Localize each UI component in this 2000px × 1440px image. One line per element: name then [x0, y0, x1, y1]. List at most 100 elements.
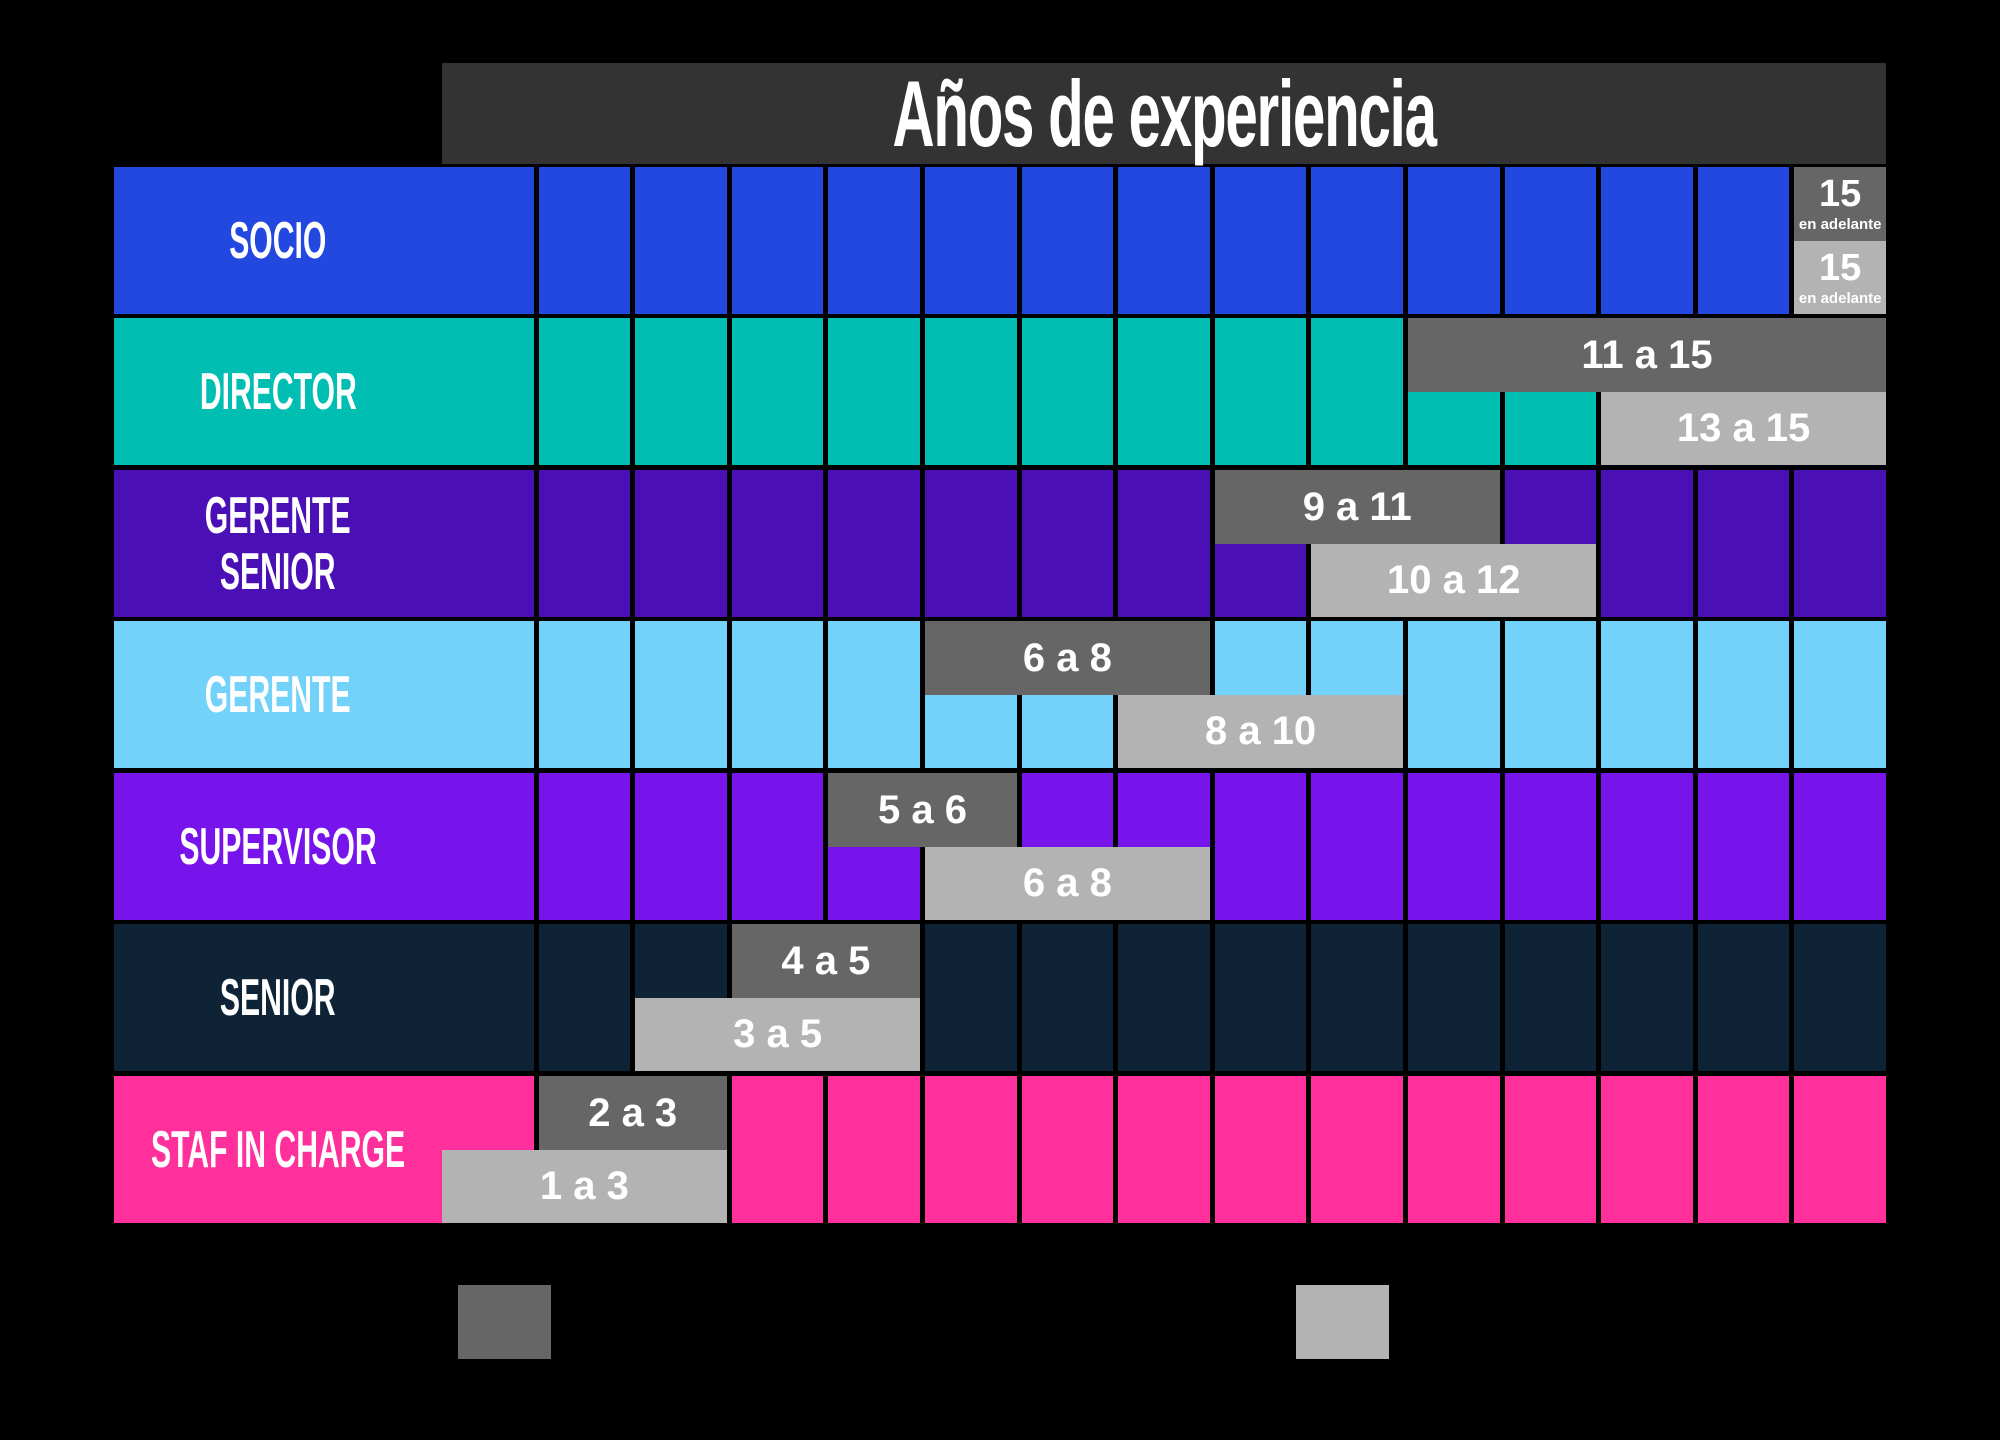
grid-line — [726, 773, 732, 920]
role-row: 11 a 15 13 a 15 DIRECTOR — [114, 318, 1886, 465]
grid-line — [533, 167, 539, 314]
range-label: 9 a 11 — [1302, 484, 1412, 529]
legend-dark-swatch — [458, 1285, 551, 1359]
grid-line — [823, 167, 829, 314]
range-sublabel: en adelante — [1798, 216, 1882, 234]
grid-line — [1789, 470, 1795, 617]
grid-line — [1596, 924, 1602, 1071]
range-label: 5 a 6 — [878, 787, 967, 832]
grid-line — [533, 470, 539, 617]
grid-line — [920, 167, 925, 314]
grid-line — [1596, 621, 1602, 768]
range-label: 8 a 10 — [1204, 709, 1317, 754]
grid-line — [1113, 318, 1119, 465]
range-box-light: 8 a 10 — [1118, 694, 1403, 768]
grid-line — [1209, 167, 1215, 314]
grid-line — [1499, 621, 1505, 768]
grid-line — [1499, 167, 1505, 314]
range-box-dark: 4 a 5 — [731, 924, 920, 998]
range-label: 4 a 5 — [781, 938, 871, 983]
role-label-zone: SUPERVISOR — [114, 773, 442, 920]
role-label: SENIOR — [220, 542, 336, 601]
range-label: 15 — [1819, 246, 1862, 289]
range-label: 13 a 15 — [1676, 406, 1811, 451]
grid-line — [726, 621, 732, 768]
role-label-zone: STAF IN CHARGE — [114, 1076, 442, 1223]
role-label: SUPERVISOR — [179, 817, 377, 876]
range-label: 3 a 5 — [733, 1012, 823, 1057]
role-label: SENIOR — [220, 968, 336, 1027]
grid-line — [533, 621, 539, 768]
role-row: 2 a 3 1 a 3 STAF IN CHARGE — [114, 1076, 1886, 1223]
grid-line — [726, 167, 732, 314]
grid-line — [533, 924, 539, 1071]
grid-line — [1209, 318, 1215, 465]
grid-line — [1596, 167, 1602, 314]
grid-line — [1016, 470, 1022, 617]
grid-line — [630, 318, 636, 465]
grid-line — [1016, 1076, 1022, 1223]
grid-line — [1306, 1076, 1312, 1223]
grid-line — [1113, 924, 1119, 1071]
grid-line — [1403, 924, 1408, 1071]
grid-line — [1016, 167, 1022, 314]
grid-line — [1403, 621, 1408, 768]
grid-line — [1789, 621, 1795, 768]
grid-line — [1499, 318, 1505, 465]
range-box-light: 1 a 3 — [442, 1149, 727, 1223]
grid-line — [1692, 470, 1698, 617]
legend-light-swatch — [1296, 1285, 1389, 1359]
grid-line — [823, 773, 829, 920]
grid-line — [920, 621, 925, 768]
grid-line — [1113, 1076, 1119, 1223]
grid-line — [823, 318, 829, 465]
grid-line — [1403, 167, 1408, 314]
grid-line — [1016, 318, 1022, 465]
grid-line — [1596, 773, 1602, 920]
range-box-light: 15 en adelante — [1794, 240, 1886, 314]
range-box-dark: 9 a 11 — [1214, 470, 1500, 544]
grid-line — [1499, 773, 1505, 920]
chart-header-bar: Años de experiencia — [442, 63, 1886, 164]
grid-line — [1306, 773, 1312, 920]
range-label: 1 a 3 — [539, 1164, 629, 1209]
role-label-zone: GERENTE — [114, 621, 442, 768]
role-label-zone: GERENTE SENIOR — [114, 470, 442, 617]
grid-line — [630, 773, 636, 920]
grid-line — [533, 318, 539, 465]
range-box-dark: 6 a 8 — [925, 621, 1210, 695]
role-label-zone: DIRECTOR — [114, 318, 442, 465]
grid-line — [1789, 167, 1795, 314]
grid-line — [1209, 1076, 1215, 1223]
grid-line — [1596, 470, 1602, 617]
grid-line — [1499, 1076, 1505, 1223]
grid-line — [920, 773, 925, 920]
grid-line — [1692, 621, 1698, 768]
grid-line — [1692, 1076, 1698, 1223]
grid-line — [823, 621, 829, 768]
grid-line — [1113, 167, 1119, 314]
grid-line — [1306, 470, 1312, 617]
grid-line — [630, 470, 636, 617]
grid-line — [1692, 773, 1698, 920]
range-box-dark: 5 a 6 — [828, 773, 1017, 847]
range-box-dark: 15 en adelante — [1794, 167, 1886, 241]
range-box-light: 6 a 8 — [925, 846, 1210, 920]
grid-line — [1306, 924, 1312, 1071]
role-label-zone: SOCIO — [114, 167, 442, 314]
grid-line — [533, 773, 539, 920]
role-row: 15 en adelante 15 en adelante SOCIO — [114, 167, 1886, 314]
grid-line — [823, 470, 829, 617]
range-box-light: 13 a 15 — [1601, 391, 1886, 465]
grid-line — [630, 621, 636, 768]
grid-line — [1403, 773, 1408, 920]
grid-line — [1789, 773, 1795, 920]
range-label: 10 a 12 — [1387, 558, 1521, 603]
grid-line — [630, 167, 636, 314]
grid-line — [630, 924, 636, 1071]
role-label: GERENTE — [205, 665, 351, 724]
range-label: 2 a 3 — [588, 1090, 678, 1135]
range-box-light: 10 a 12 — [1311, 543, 1597, 617]
grid-line — [1113, 621, 1119, 768]
